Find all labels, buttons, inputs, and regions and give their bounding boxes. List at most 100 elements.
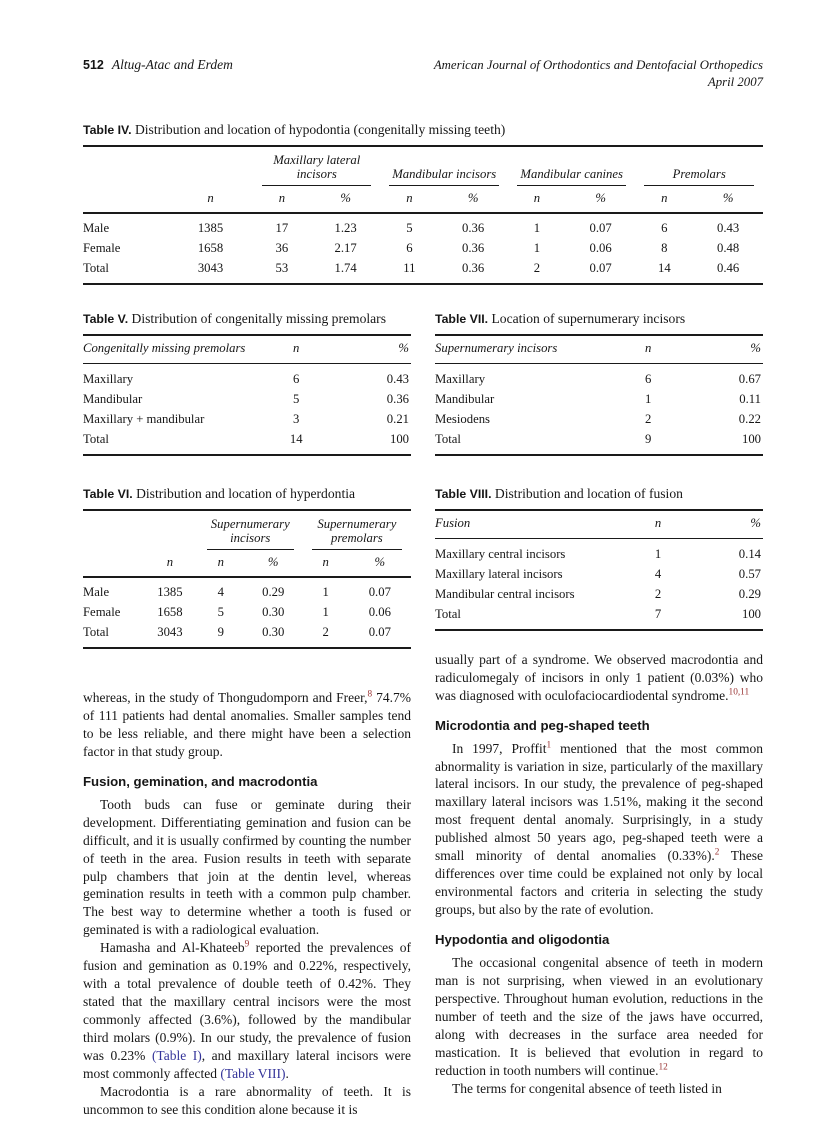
sub-header-row: n n% n% n% n%	[83, 187, 763, 213]
paragraph: In 1997, Proffit1 mentioned that the mos…	[435, 740, 763, 920]
spacer-cell	[83, 551, 142, 577]
group-header-row: Supernumerary incisors Supernumerary prem…	[83, 510, 411, 551]
table-viii: Fusion n% Maxillary central incisors 1 0.14 M…	[435, 508, 763, 631]
page-number: 512	[83, 58, 104, 72]
cell-value: 0.67	[738, 371, 761, 386]
cell-value: 0.06	[589, 240, 612, 255]
cell-value: 2	[533, 260, 541, 275]
table-v-section: Table V. Distribution of congenitally mi…	[83, 311, 411, 456]
group-header-label: Mandibular canines	[520, 167, 623, 182]
row-label: Maxillary central incisors	[435, 546, 566, 561]
group-header-row: Maxillary lateral incisors Mandibular inc…	[83, 146, 763, 187]
text-run: The terms for congenital absence of teet…	[452, 1080, 722, 1096]
cell-value: 1385	[157, 584, 183, 599]
text-run: whereas, in the study of Thongudomporn a…	[83, 689, 368, 705]
cell-value: 3043	[197, 260, 224, 275]
cell-value: 9	[217, 624, 224, 639]
text-run: Hamasha and Al-Khateeb	[100, 940, 245, 956]
table-row: Mandibular 5 0.36	[83, 389, 411, 409]
table-reference-link[interactable]: (Table VIII)	[220, 1066, 286, 1082]
cell-value: 0.07	[368, 584, 391, 599]
column-header: %	[595, 190, 606, 205]
table-row: Maxillary central incisors 1 0.14	[435, 538, 763, 564]
row-label: Maxillary lateral incisors	[435, 566, 563, 581]
running-header-left: 512 Altug-Atac and Erdem	[83, 57, 233, 73]
table-row: Maxillary lateral incisors 4 0.57	[435, 564, 763, 584]
column-header: %	[467, 190, 479, 205]
paragraph: Hamasha and Al-Khateeb9 reported the pre…	[83, 939, 411, 1083]
section-heading: Fusion, gemination, and macrodontia	[83, 773, 318, 789]
citation-superscript[interactable]: 12	[658, 1062, 668, 1073]
group-header-label: Premolars	[672, 167, 726, 182]
cell-value: 0.07	[368, 624, 391, 639]
cell-value: 100	[741, 606, 761, 621]
table-vi: Supernumerary incisors Supernumerary prem…	[83, 508, 411, 649]
text-run: Tooth buds can fuse or geminate during t…	[83, 796, 411, 938]
cell-value: 1.74	[334, 260, 357, 275]
cell-value: 14	[658, 260, 671, 275]
cell-value: 6	[645, 371, 652, 386]
text-run: 74.7% of 111 patients had dental anomali…	[83, 689, 412, 759]
group-header-cell: Mandibular incisors	[380, 146, 507, 187]
row-label: Female	[83, 604, 121, 619]
row-label: Maxillary + mandibular	[83, 411, 205, 426]
text-run: reported the prevalences of fusion and g…	[83, 940, 411, 1064]
column-header: n	[278, 190, 286, 205]
column-header: %	[722, 190, 734, 205]
group-header-cell: Mandibular canines	[508, 146, 635, 187]
row-label: Total	[83, 431, 109, 446]
cell-value: 1	[533, 220, 541, 235]
citation-superscript[interactable]: 10,11	[728, 687, 750, 698]
table-row: Total 9 100	[435, 429, 763, 455]
column-header: n	[618, 509, 698, 539]
cell-value: 4	[217, 584, 224, 599]
text-run: These differences over time could be exp…	[435, 848, 763, 918]
table-v: Congenitally missing premolars n% Maxillar…	[83, 333, 411, 456]
cell-value: 2	[645, 411, 652, 426]
table-iv-section: Table IV. Distribution and location of h…	[83, 122, 763, 285]
text-run: mentioned that the most common abnormali…	[435, 740, 763, 864]
text-run: The occasional congenital absence of tee…	[435, 955, 763, 1078]
row-label: Male	[83, 584, 110, 599]
cell-value: 5	[406, 220, 413, 235]
right-column: Table VII. Location of supernumerary inc…	[435, 311, 763, 1119]
cell-value: 100	[389, 431, 409, 446]
row-label: Total	[435, 606, 461, 621]
citation-superscript[interactable]: 8	[367, 689, 373, 700]
group-header-cell: Supernumerary premolars	[303, 510, 411, 551]
column-header: %	[697, 509, 763, 539]
table-viii-section: Table VIII. Distribution and location of…	[435, 486, 763, 631]
table-row: Total 3043 9 0.30 2 0.07	[83, 622, 411, 648]
running-header: 512 Altug-Atac and Erdem American Journal…	[83, 57, 763, 92]
table-row: Male 1385 4 0.29 1 0.07	[83, 577, 411, 603]
table-row: Total 14 100	[83, 429, 411, 455]
table-row: Total 7 100	[435, 604, 763, 630]
cell-value: 3	[293, 411, 300, 426]
row-label: Male	[83, 220, 110, 235]
data-table: Supernumerary incisors n% Maxillary 6 0.67 Ma…	[435, 333, 763, 456]
cell-value: 1	[654, 546, 662, 561]
table-vii-section: Table VII. Location of supernumerary inc…	[435, 311, 763, 456]
citation-superscript[interactable]: 2	[714, 847, 720, 858]
cell-value: 0.36	[462, 220, 485, 235]
cell-value: 0.21	[386, 411, 409, 426]
row-label: Total	[83, 260, 109, 275]
cell-value: 6	[661, 220, 668, 235]
cell-value: 0.36	[462, 260, 485, 275]
cell-value: 0.29	[262, 584, 285, 599]
cell-value: 17	[275, 220, 289, 235]
table-row: Female 1658 36 2.17 6 0.36 1 0.06 8 0.48	[83, 238, 763, 258]
table-vi-title: Distribution and location of hyperdontia	[136, 485, 356, 501]
group-header-label: Maxillary lateral incisors	[273, 152, 361, 182]
table-header-row: Congenitally missing premolars n%	[83, 334, 411, 364]
table-reference-link[interactable]: (Table I)	[151, 1048, 202, 1064]
text-run: In 1997, Proffit	[452, 740, 547, 756]
cell-value: 0.30	[262, 604, 285, 619]
citation-superscript[interactable]: 1	[546, 740, 552, 751]
cell-value: 0.11	[739, 391, 761, 406]
table-v-label: Table V.	[83, 311, 129, 326]
cell-value: 5	[293, 391, 300, 406]
citation-superscript[interactable]: 9	[244, 939, 250, 950]
table-vii-caption: Table VII. Location of supernumerary inc…	[435, 311, 763, 327]
cell-value: 0.30	[262, 624, 285, 639]
